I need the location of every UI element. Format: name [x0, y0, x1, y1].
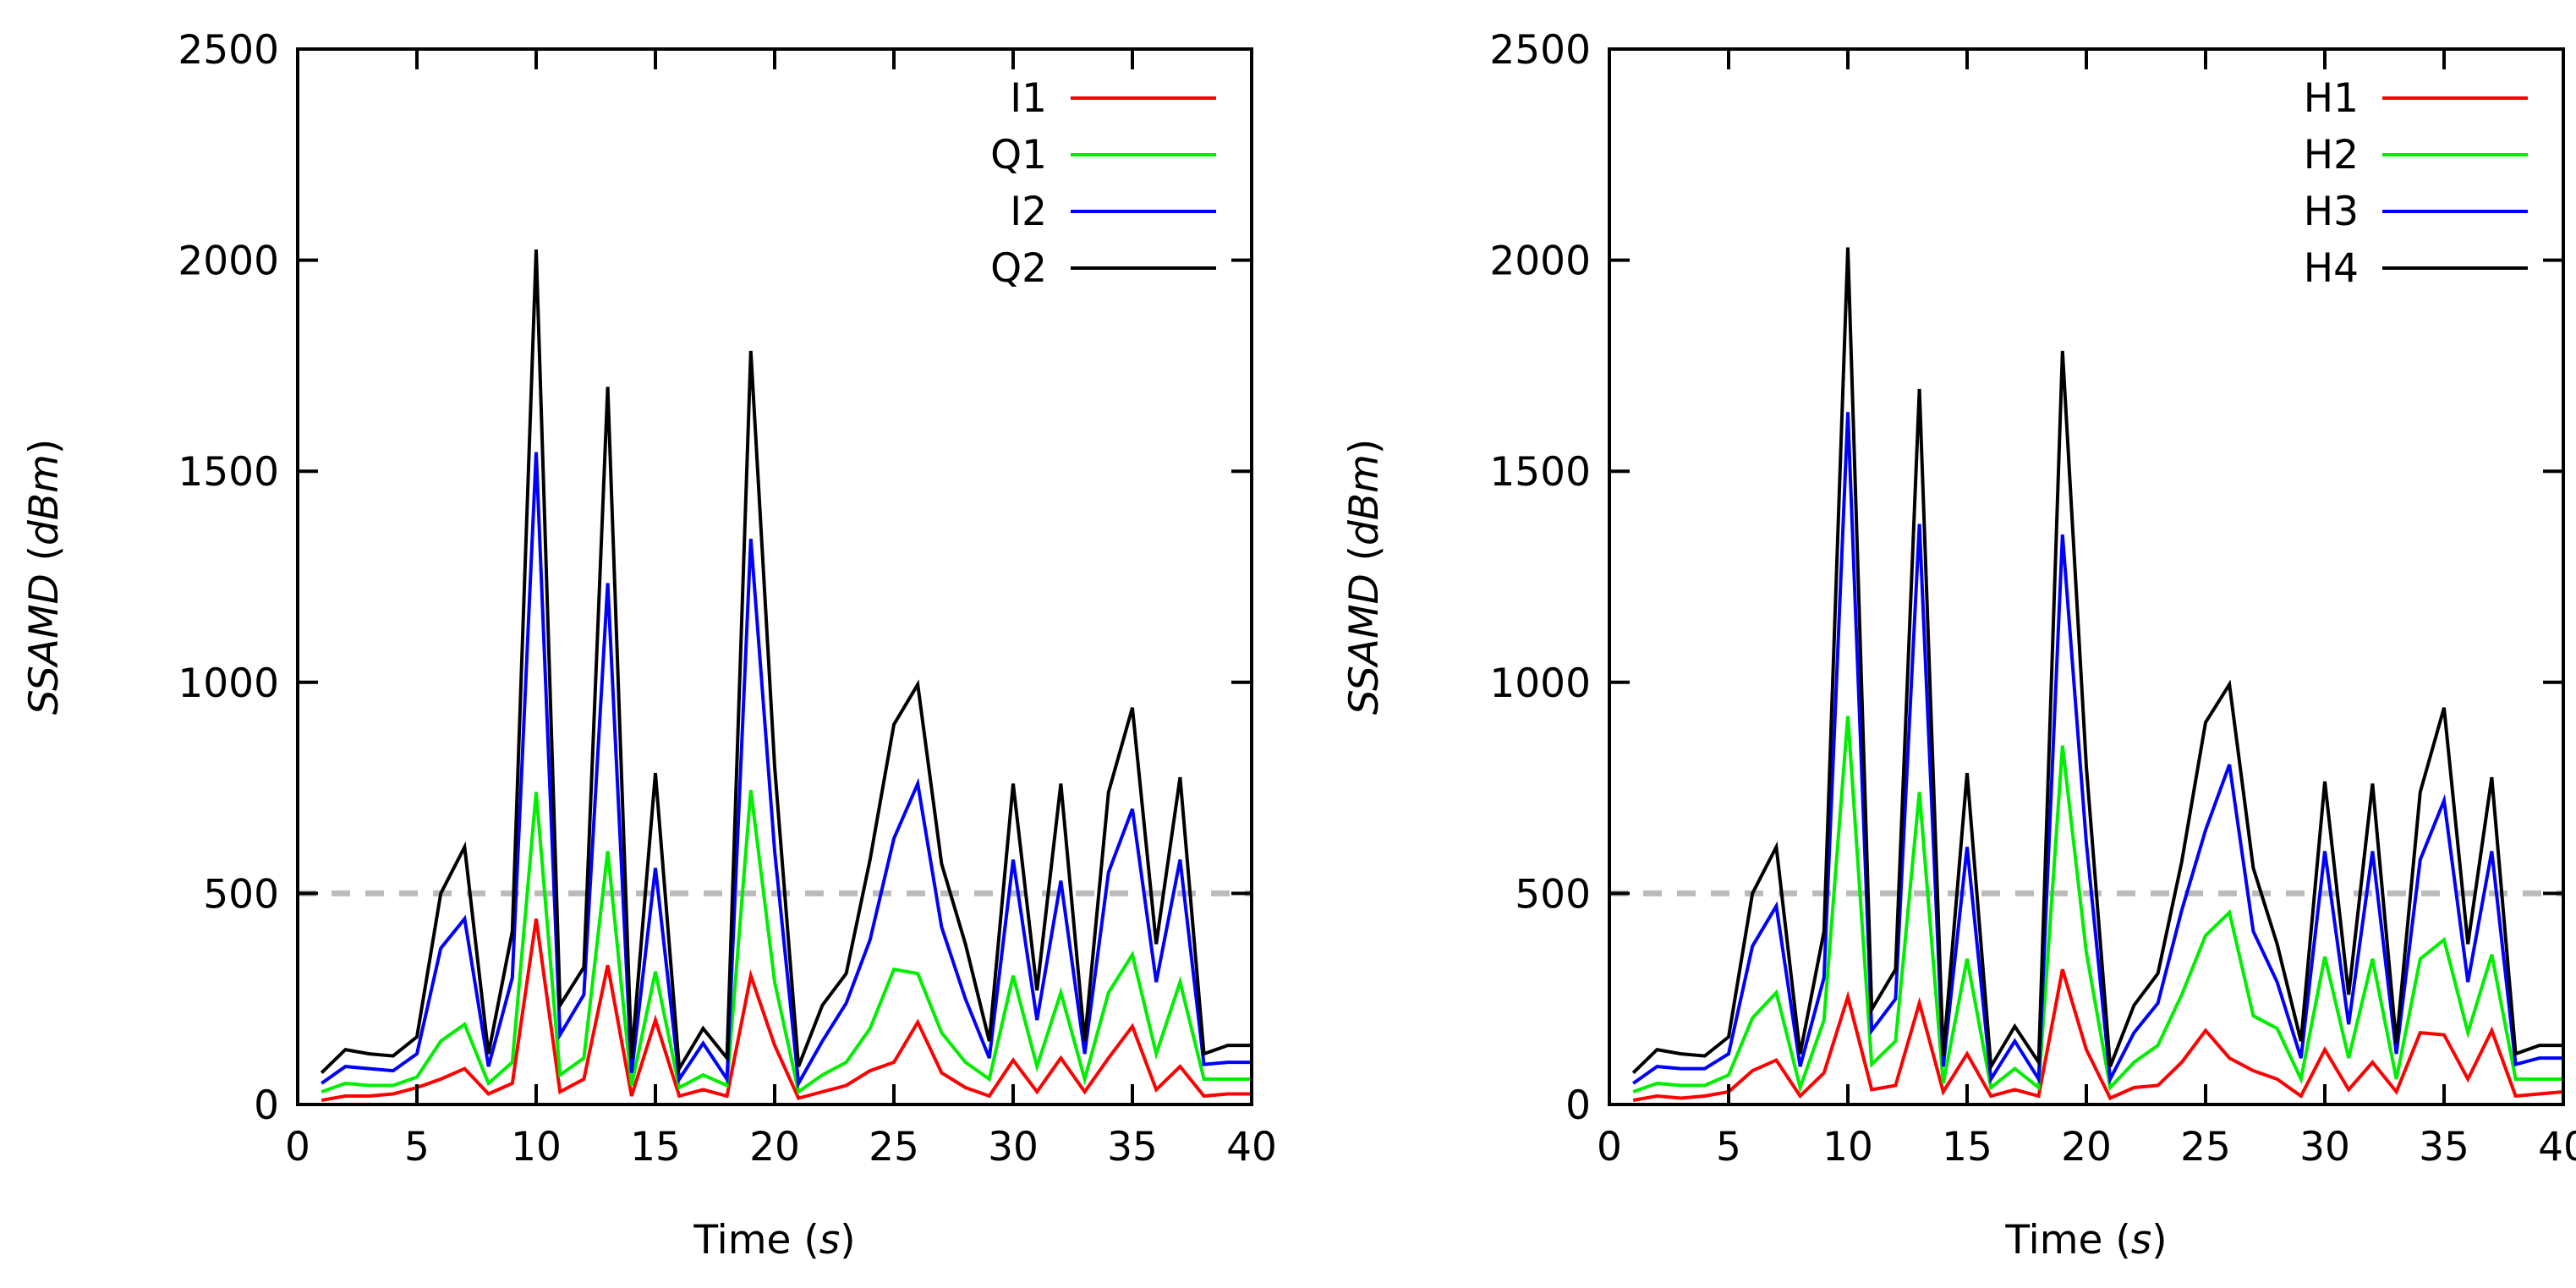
- x-tick-label: 10: [511, 1124, 562, 1170]
- legend-label-q1: Q1: [990, 132, 1047, 178]
- legend-label-h4: H4: [2304, 245, 2359, 292]
- y-tick-label: 2500: [178, 27, 279, 74]
- legend-label-i1: I1: [1010, 75, 1047, 122]
- series-line-i1: [321, 918, 1252, 1102]
- series-line-i2: [321, 452, 1252, 1089]
- y-tick-label: 500: [1515, 871, 1591, 918]
- x-tick-label: 5: [1716, 1124, 1741, 1170]
- y-axis-label: SSAMD (dBm): [1341, 439, 1388, 715]
- legend-label-i2: I2: [1010, 189, 1047, 235]
- y-tick-label: 500: [203, 871, 279, 918]
- x-tick-label: 15: [630, 1124, 681, 1170]
- x-tick-label: 5: [404, 1124, 430, 1170]
- y-tick-label: 0: [1565, 1082, 1591, 1129]
- series-line-q1: [321, 789, 1252, 1095]
- series-line-h3: [1632, 412, 2563, 1085]
- legend-label-h3: H3: [2304, 189, 2359, 235]
- series-line-h1: [1632, 968, 2564, 1102]
- legend-label-h1: H1: [2304, 75, 2359, 122]
- legend-label-q2: Q2: [990, 245, 1047, 292]
- x-tick-label: 30: [988, 1124, 1039, 1170]
- x-tick-label: 40: [1226, 1124, 1277, 1170]
- x-tick-label: 0: [1597, 1124, 1622, 1170]
- x-tick-label: 35: [1107, 1124, 1158, 1170]
- x-tick-label: 15: [1942, 1124, 1992, 1170]
- x-tick-label: 20: [2061, 1124, 2112, 1170]
- y-tick-label: 0: [254, 1082, 279, 1129]
- chart-right: 0 500 1000 1500 2000 2500 0 5 10 15 20 25 30 35 40 Time…: [1341, 27, 2576, 1263]
- x-tick-label: 0: [285, 1124, 310, 1170]
- x-axis-label: Time (s): [2004, 1217, 2167, 1263]
- y-tick-label: 1500: [178, 449, 279, 496]
- y-axis-label: SSAMD (dBm): [21, 439, 68, 715]
- x-tick-label: 10: [1822, 1124, 1873, 1170]
- y-tick-label: 1000: [1489, 660, 1591, 707]
- series-line-h4: [1631, 247, 2563, 1075]
- y-tick-label: 2000: [1489, 238, 1591, 285]
- legend-label-h2: H2: [2304, 132, 2359, 178]
- x-tick-label: 25: [869, 1124, 919, 1170]
- x-tick-label: 20: [749, 1124, 800, 1170]
- y-tick-label: 2500: [1489, 27, 1591, 74]
- x-tick-label: 40: [2538, 1124, 2576, 1170]
- y-tick-label: 1000: [178, 660, 279, 707]
- y-tick-label: 1500: [1489, 449, 1591, 496]
- x-tick-label: 30: [2299, 1124, 2350, 1170]
- x-axis-label: Time (s): [693, 1217, 855, 1263]
- chart-left: 0 500 1000 1500 2000 2500 0 5 10 15 20 25 30 35 40 Time…: [21, 27, 1277, 1263]
- series-line-h2: [1632, 715, 2563, 1093]
- series-line-q2: [320, 249, 1252, 1075]
- x-tick-label: 25: [2180, 1124, 2231, 1170]
- y-tick-label: 2000: [178, 238, 279, 285]
- x-tick-label: 35: [2419, 1124, 2469, 1170]
